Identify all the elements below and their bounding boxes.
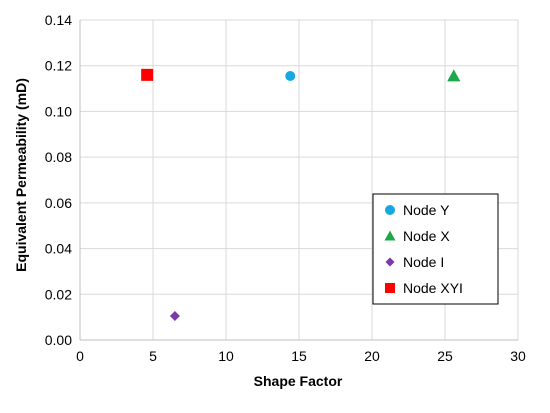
- y-tick-label: 0.04: [45, 241, 72, 257]
- x-tick-label: 15: [291, 348, 307, 364]
- data-point: [141, 68, 154, 81]
- axes: [79, 20, 518, 341]
- gridlines: [80, 19, 519, 340]
- y-tick-label: 0.14: [45, 12, 72, 28]
- x-tick-label: 25: [437, 348, 453, 364]
- legend: Node Y Node X Node I Node XYI: [372, 193, 499, 305]
- x-tick-label: 0: [76, 348, 84, 364]
- data-point: [169, 311, 180, 321]
- x-tick-label: 5: [149, 348, 157, 364]
- tick-labels: 0.00 0.02 0.04 0.06 0.08 0.10 0.12 0.14 0 5 10 15 20…: [45, 12, 526, 364]
- legend-label: Node XYI: [403, 280, 463, 296]
- x-tick-label: 10: [218, 348, 234, 364]
- y-tick-label: 0.02: [45, 286, 72, 302]
- legend-label: Node I: [403, 254, 444, 270]
- y-tick-label: 0.10: [45, 103, 72, 119]
- y-tick-label: 0.08: [45, 149, 72, 165]
- y-tick-label: 0.06: [45, 195, 72, 211]
- legend-marker: [385, 205, 395, 215]
- y-tick-label: 0.12: [45, 58, 72, 74]
- legend-marker: [384, 230, 396, 241]
- data-point: [285, 71, 296, 81]
- data-points: [141, 68, 461, 321]
- y-axis-label: Equivalent Permeability (mD): [13, 78, 29, 272]
- x-tick-label: 30: [510, 348, 526, 364]
- y-tick-label: 0.00: [45, 332, 72, 348]
- legend-items: Node Y Node X Node I Node XYI: [384, 202, 463, 296]
- x-axis-label: Shape Factor: [254, 373, 343, 389]
- data-point: [447, 69, 461, 82]
- legend-label: Node Y: [403, 202, 450, 218]
- legend-marker: [385, 257, 395, 267]
- legend-marker: [385, 283, 395, 293]
- x-tick-label: 20: [364, 348, 380, 364]
- legend-label: Node X: [403, 228, 450, 244]
